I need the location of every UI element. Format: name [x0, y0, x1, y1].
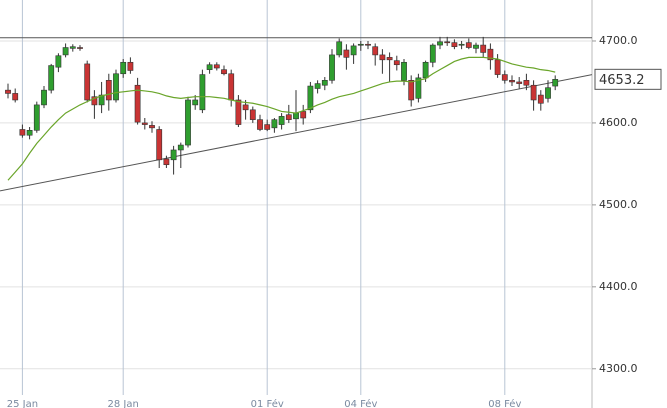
candle-body	[213, 64, 220, 69]
candle-body	[487, 48, 494, 61]
candle-body	[379, 54, 386, 61]
candle-body	[120, 61, 127, 75]
trendline	[0, 74, 593, 192]
candle-body	[415, 77, 422, 99]
candle-body	[206, 64, 213, 70]
candle-body	[84, 63, 91, 101]
candle-body	[300, 111, 307, 119]
candle-body	[293, 112, 299, 120]
candle-body	[134, 84, 141, 123]
candle-body	[177, 144, 184, 151]
candle-body	[149, 125, 155, 129]
candle-body	[537, 94, 544, 104]
candle-body	[62, 47, 69, 56]
candle-body	[19, 129, 26, 136]
candle-body	[465, 42, 472, 48]
y-tick-label: 4600.0	[599, 116, 638, 129]
candle-body	[516, 81, 523, 84]
moving-average	[7, 56, 556, 181]
candle-body	[357, 43, 364, 46]
candle-body	[69, 46, 76, 49]
candle-body	[163, 158, 170, 166]
candle-body	[336, 41, 343, 56]
candle-body	[5, 89, 11, 94]
candle-body	[372, 46, 379, 56]
candle-body	[451, 42, 458, 48]
candle-body	[365, 43, 371, 46]
candle-body	[501, 74, 508, 81]
candle-body	[343, 49, 350, 58]
candle-body	[509, 80, 515, 83]
candle-body	[321, 80, 328, 86]
candle-body	[408, 80, 415, 101]
candle-body	[329, 54, 335, 81]
candle-body	[350, 45, 357, 56]
candle-body	[552, 79, 559, 87]
candle-body	[185, 99, 191, 146]
candle-body	[285, 114, 292, 120]
candle-body	[393, 60, 400, 66]
candle-body	[437, 41, 443, 46]
y-tick-label: 4300.0	[599, 362, 638, 375]
candle-body	[26, 130, 33, 136]
candle-body	[530, 84, 537, 101]
candle-body	[480, 44, 487, 53]
candle-body	[235, 99, 242, 125]
candle-body	[422, 61, 429, 79]
candle-body	[199, 74, 206, 111]
candle-body	[307, 85, 314, 111]
candle-body	[91, 96, 98, 106]
x-tick-label: 04 Fév	[344, 398, 377, 408]
candle-body	[105, 80, 112, 101]
candle-body	[429, 44, 436, 63]
candle-body	[48, 65, 55, 91]
candle-body	[494, 59, 501, 75]
candle-body	[545, 87, 551, 99]
candle-body	[170, 149, 177, 161]
candle-body	[386, 57, 393, 61]
candle-body	[242, 104, 249, 111]
x-tick-label: 01 Fév	[251, 398, 284, 408]
candle-body	[314, 83, 321, 89]
candle-body	[264, 124, 271, 130]
x-tick-label: 25 Jan	[7, 399, 38, 408]
candle-body	[192, 99, 199, 106]
candle-body	[249, 109, 256, 120]
last-price-box	[594, 68, 662, 90]
candle-body	[523, 80, 530, 86]
candle-body	[473, 44, 479, 49]
candle-body	[55, 55, 62, 68]
y-tick-label: 4400.0	[599, 280, 638, 293]
candle-body	[401, 61, 407, 81]
y-tick-label: 4700.0	[599, 34, 638, 47]
candle-body	[271, 119, 278, 129]
candle-body	[41, 89, 47, 106]
candle-body	[141, 122, 148, 125]
last-price-label: 4653.2	[599, 73, 645, 88]
candle-body	[221, 69, 227, 75]
candle-body	[98, 94, 105, 106]
candle-body	[228, 73, 235, 101]
candle-body	[77, 47, 83, 49]
candle-body	[113, 73, 119, 101]
candle-body	[458, 43, 465, 46]
x-tick-label: 28 Jan	[108, 399, 139, 408]
candle-body	[127, 61, 134, 71]
candle-body	[257, 119, 263, 130]
candle-body	[33, 104, 40, 131]
x-tick-label: 08 Fév	[488, 398, 521, 408]
candle-body	[156, 129, 163, 161]
candle-body	[12, 93, 19, 101]
y-tick-label: 4500.0	[599, 198, 638, 211]
candle-body	[278, 116, 285, 125]
candle-body	[444, 41, 451, 44]
